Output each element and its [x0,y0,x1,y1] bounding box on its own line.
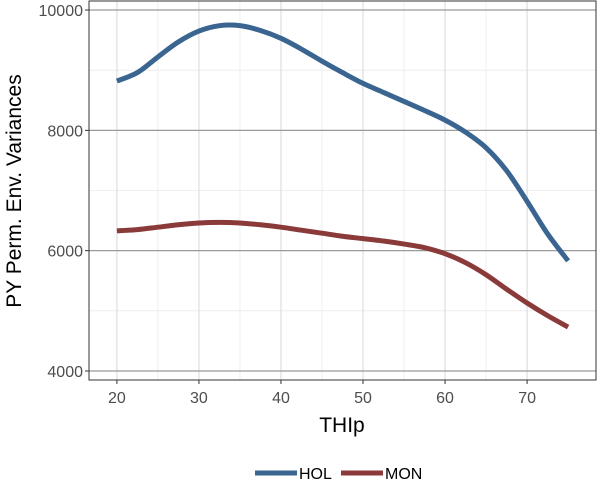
x-tick-label: 70 [518,390,536,407]
y-axis-ticks: 4000 6000 8000 10000 [39,3,89,381]
series-line-hol [115,22,571,263]
x-axis-title: THIp [319,414,365,437]
series-lines [115,22,571,330]
legend-label-mon: MON [385,466,422,483]
x-tick-label: 50 [354,390,372,407]
x-tick-label: 40 [272,390,290,407]
y-tick-label: 10000 [39,3,84,20]
gridlines [89,1,596,380]
plot-panel [88,0,597,381]
series-line-mon [116,219,570,330]
legend: HOL MON [255,466,422,483]
x-tick-label: 20 [108,390,126,407]
y-tick-label: 4000 [47,364,83,381]
legend-label-hol: HOL [299,466,332,483]
x-axis-ticks: 20 30 40 50 60 70 [108,380,536,407]
y-tick-label: 8000 [47,123,83,140]
x-tick-label: 60 [436,390,454,407]
y-axis-title: PY Perm. Env. Variances [3,74,26,307]
plot-frame [88,0,597,381]
x-tick-label: 30 [190,390,208,407]
y-tick-label: 6000 [47,244,83,261]
